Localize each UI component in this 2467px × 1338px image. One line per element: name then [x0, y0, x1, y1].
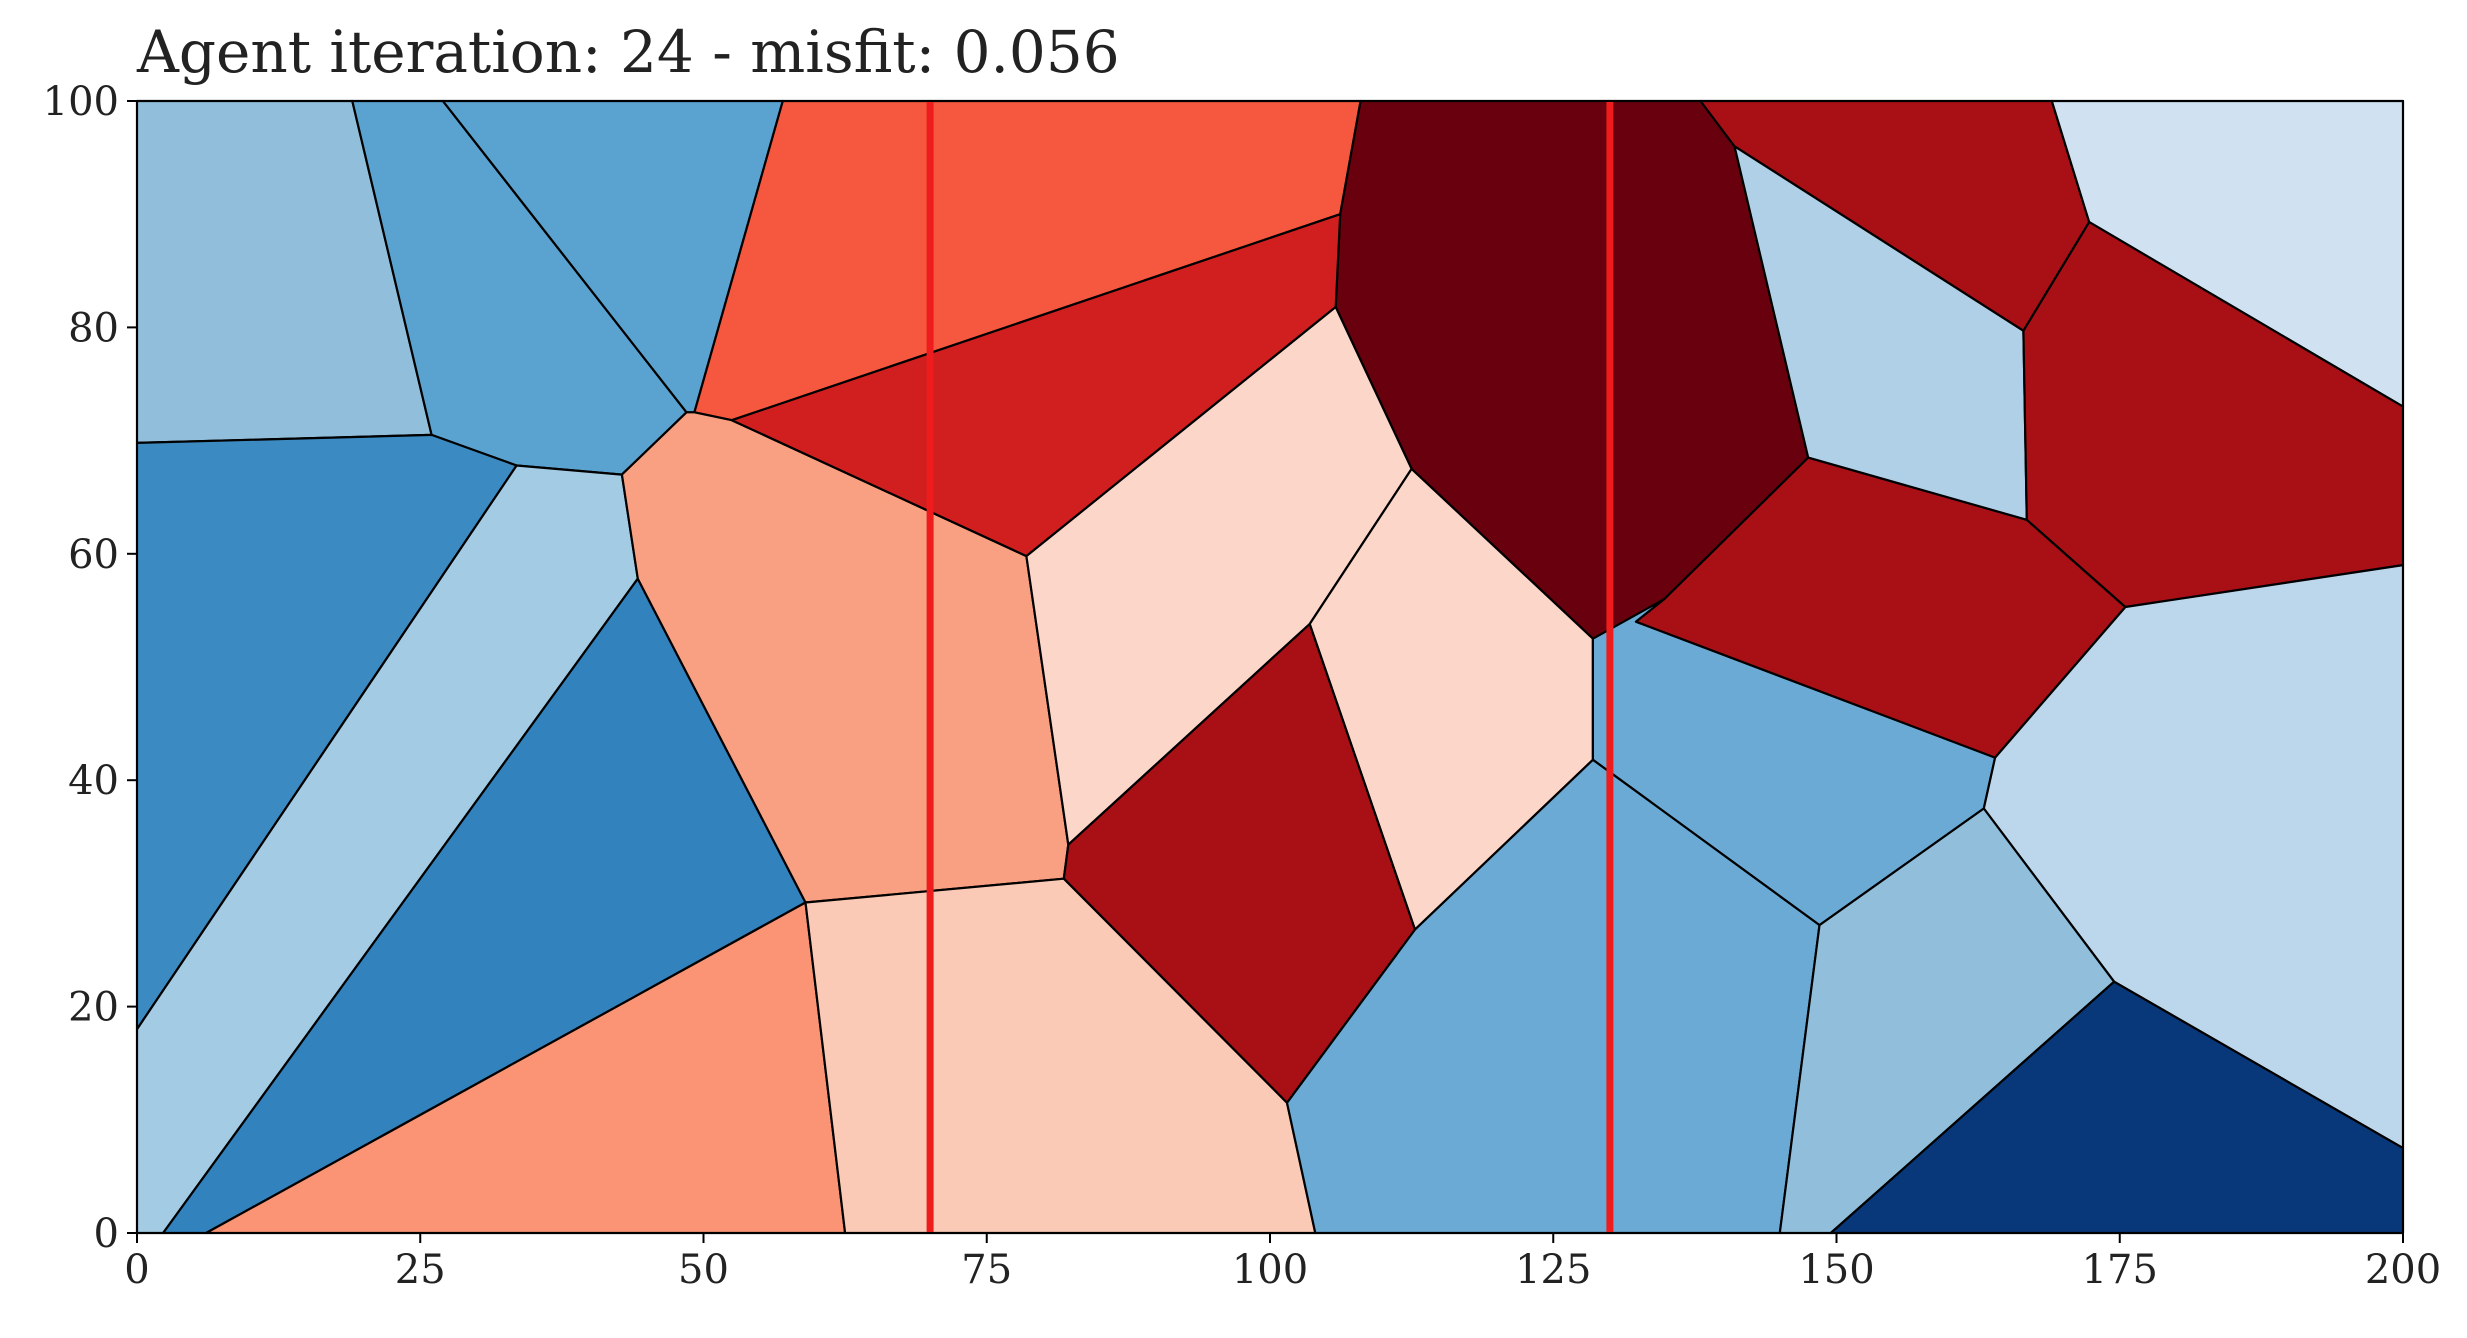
- x-tick-label: 50: [678, 1247, 729, 1293]
- x-tick-label: 175: [2082, 1247, 2158, 1293]
- x-tick-label: 200: [2365, 1247, 2441, 1293]
- vertical-lines: [926, 101, 1614, 1233]
- axis-ticks: 0 25 50 75 100 125 150 175 200 0 20 40 60 80 100: [43, 79, 2442, 1293]
- x-tick-label: 75: [961, 1247, 1012, 1293]
- x-tick-label: 100: [1232, 1247, 1308, 1293]
- x-tick-label: 125: [1515, 1247, 1591, 1293]
- chart-title: Agent iteration: 24 - misfit: 0.056: [136, 18, 1120, 86]
- x-tick-label: 150: [1798, 1247, 1874, 1293]
- x-tick-label: 25: [395, 1247, 446, 1293]
- y-tick-label: 60: [68, 532, 119, 578]
- y-tick-label: 0: [94, 1211, 119, 1257]
- x-tick-label: 0: [124, 1247, 149, 1293]
- y-tick-label: 40: [68, 758, 119, 804]
- y-tick-label: 20: [68, 985, 119, 1031]
- y-tick-label: 100: [43, 79, 119, 125]
- voronoi-cells: [135, 99, 2405, 1235]
- y-tick-label: 80: [68, 305, 119, 351]
